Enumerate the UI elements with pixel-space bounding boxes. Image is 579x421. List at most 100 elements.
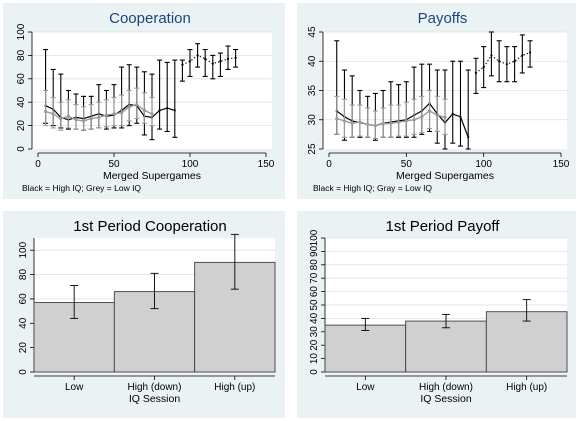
cooperation-data-point [112,112,116,116]
first-period-payoff-y-tick-label: 40 [309,312,320,324]
payoffs-x-axis-label: Merged Supergames [396,170,494,182]
payoffs-data-point [350,121,354,125]
cooperation-x-tick-label: 50 [108,159,120,170]
first-period-payoff-bar [485,311,568,373]
payoffs-data-point [521,54,524,57]
cooperation-data-point [166,106,169,110]
cooperation-data-point [204,57,207,61]
first-period-cooperation-category-label: Low [65,382,84,393]
payoffs-title: Payoffs [418,10,468,27]
cooperation-data-point [127,105,131,109]
payoffs-panel: Payoffs 25 30 35 40 45 0 50 100 150 Merged Superga… [297,3,576,199]
first-period-payoff-y-tick-label: 70 [309,272,320,284]
first-period-cooperation-y-tick-label: 0 [18,369,29,375]
payoffs-y-tick-label: 25 [307,143,318,155]
first-period-payoff-y-tick-label: 100 [309,229,320,246]
cooperation-data-point [142,108,146,112]
payoffs-data-point [373,124,377,128]
payoffs-data-point [397,120,401,124]
first-period-cooperation-title: 1st Period Cooperation [73,218,226,235]
payoffs-x-tick-label: 150 [553,159,570,170]
first-period-cooperation-category-label: High (up) [214,382,255,393]
cooperation-data-point [59,116,63,121]
payoffs-data-point [435,113,439,117]
cooperation-y-tick-label: 20 [16,120,27,132]
cooperation-data-point [173,109,176,112]
cooperation-y-tick-label: 40 [16,96,27,108]
first-period-payoff-title: 1st Period Payoff [386,218,501,235]
cooperation-panel: Cooperation 0 20 40 60 80 100 0 50 100 150 Merged S… [3,3,285,199]
first-period-cooperation-x-axis-label: IQ Session [129,393,181,405]
first-period-cooperation-category-label: High (down) [128,382,182,393]
payoffs-y-tick-label: 45 [307,26,318,38]
first-period-payoff-y-tick-label: 20 [309,339,320,351]
payoffs-data-point [342,119,347,123]
cooperation-data-point [211,62,214,65]
cooperation-series-line [45,103,175,121]
first-period-payoff-bar [324,324,407,373]
payoffs-data-point [459,115,462,118]
payoffs-data-point [381,122,385,126]
cooperation-data-point [89,116,93,121]
cooperation-title: Cooperation [109,10,191,27]
first-period-payoff-category-label: Low [356,382,375,393]
cooperation-data-point [234,56,237,59]
payoffs-data-point [420,115,424,119]
cooperation-y-tick-label: 60 [16,73,27,85]
cooperation-legend-note: Black = High IQ; Grey = Low IQ [22,183,141,193]
first-period-payoff-category-label: High (up) [506,382,547,393]
payoffs-x-tick-label: 50 [401,159,413,170]
first-period-payoff-y-tick-label: 10 [309,353,320,365]
cooperation-series-line [182,54,236,66]
cooperation-data-point [44,109,48,114]
payoffs-data-point [528,51,532,54]
first-period-cooperation-y-tick-label: 60 [18,293,29,305]
payoffs-data-point [482,66,485,69]
payoffs-y-tick-label: 30 [307,114,318,126]
cooperation-data-point [188,60,192,63]
payoffs-y-tick-label: 40 [307,55,318,67]
payoffs-data-point [404,119,408,123]
cooperation-data-point [74,118,78,122]
payoffs-data-point [513,60,516,63]
payoffs-data-point [366,122,370,127]
payoffs-series-1 [473,31,533,94]
payoffs-data-point [474,71,478,75]
cooperation-data-point [196,54,199,57]
payoffs-data-point [412,118,416,122]
cooperation-data-point [150,112,154,116]
payoffs-data-point [443,115,447,120]
first-period-payoff-y-tick-label: 0 [309,369,320,375]
cooperation-x-tick-label: 0 [35,159,41,170]
payoffs-series-line [475,51,531,74]
payoffs-data-point [505,63,508,66]
cooperation-data-point [226,57,230,61]
cooperation-data-point [219,60,222,63]
payoffs-series-2 [334,89,448,140]
payoffs-data-point [490,54,493,57]
cooperation-x-axis-label: Merged Supergames [103,170,201,182]
cooperation-data-point [66,114,70,118]
cooperation-series-2 [43,87,155,131]
first-period-payoff-y-tick-label: 90 [309,245,320,257]
cooperation-data-point [158,109,161,112]
cooperation-y-tick-label: 0 [16,146,27,152]
first-period-payoff-x-axis-label: IQ Session [420,393,472,405]
first-period-cooperation-y-tick-label: 20 [18,342,29,354]
payoffs-data-point [451,112,454,115]
first-period-cooperation-y-tick-label: 80 [18,269,29,281]
cooperation-data-point [104,113,108,117]
cooperation-data-point [97,115,101,120]
payoffs-legend-note: Black = High IQ; Gray = Low IQ [313,183,432,193]
first-period-cooperation-y-tick-label: 100 [18,241,29,258]
payoffs-data-point [358,120,362,124]
first-period-payoff-category-label: High (down) [419,382,473,393]
cooperation-x-tick-label: 100 [182,159,199,170]
cooperation-data-point [135,102,139,107]
cooperation-data-point [51,112,55,116]
first-period-cooperation-panel: 1st Period Cooperation 0 20 40 60 80 100 Low Hig… [3,211,285,418]
cooperation-data-point [82,119,86,123]
